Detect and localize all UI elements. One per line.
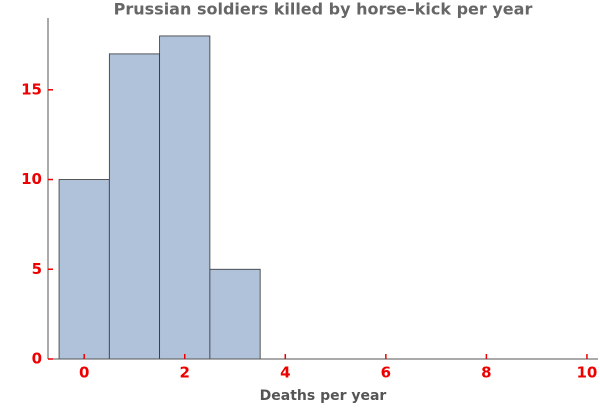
bar: [159, 35, 211, 360]
x-tick-label: 6: [381, 364, 391, 382]
bar: [58, 179, 110, 360]
x-tick-label: 8: [481, 364, 491, 382]
x-tick-label: 4: [280, 364, 290, 382]
x-tick-label: 2: [180, 364, 190, 382]
chart-title: Prussian soldiers killed by horse–kick p…: [114, 0, 533, 19]
y-tick-label: 15: [21, 80, 42, 98]
bar: [108, 53, 161, 360]
x-axis-label: Deaths per year: [260, 388, 387, 404]
bar: [209, 268, 261, 360]
x-tick-label: 0: [79, 364, 89, 382]
y-tick-label: 5: [32, 260, 42, 278]
y-tick-label: 0: [32, 350, 42, 368]
x-tick-label: 10: [577, 364, 598, 382]
y-tick-label: 10: [21, 170, 42, 188]
